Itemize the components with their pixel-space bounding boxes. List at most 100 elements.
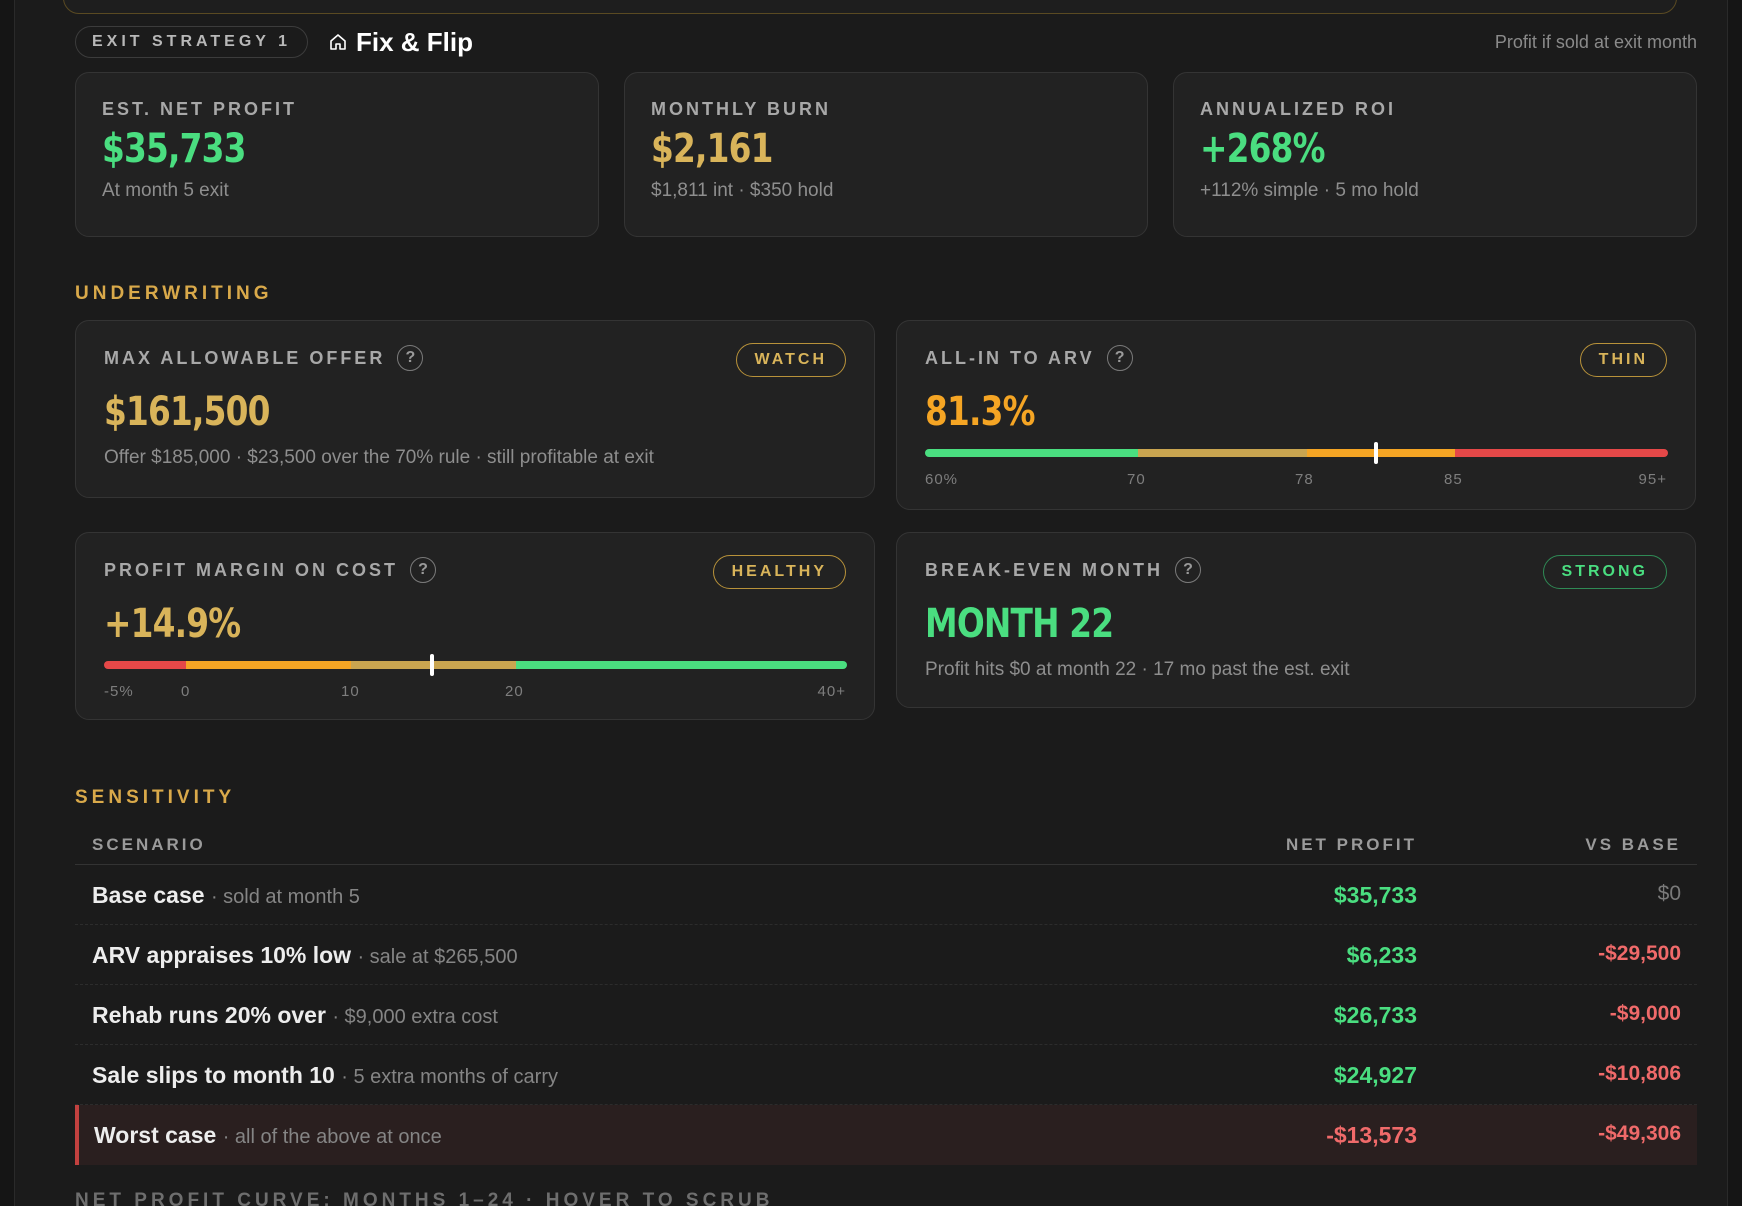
scenario-desc: · all of the above at once bbox=[222, 1126, 442, 1148]
scenario-name: Worst case bbox=[94, 1122, 217, 1148]
card-value: MONTH 22 bbox=[925, 601, 1114, 647]
net-profit-curve-label: NET PROFIT CURVE: MONTHS 1–24 · HOVER TO… bbox=[75, 1190, 774, 1206]
card-label: PROFIT MARGIN ON COST bbox=[104, 559, 398, 580]
card-value: $161,500 bbox=[104, 389, 270, 435]
table-header: SCENARIO NET PROFIT VS BASE bbox=[75, 823, 1697, 865]
card-sub: Offer $185,000 · $23,500 over the 70% ru… bbox=[104, 447, 654, 468]
scenario-name: ARV appraises 10% low bbox=[92, 942, 352, 968]
scenario-cell: Base case · sold at month 5 bbox=[92, 882, 360, 909]
card-sub: Profit hits $0 at month 22 · 17 mo past … bbox=[925, 659, 1350, 680]
gauge-ticks: 60% 70 78 85 95+ bbox=[925, 471, 1667, 491]
help-icon[interactable]: ? bbox=[397, 345, 424, 371]
gauge-segment bbox=[516, 661, 847, 669]
gauge-tick: 70 bbox=[1127, 471, 1146, 488]
exit-strategy-header: EXIT STRATEGY 1 Fix & Flip Profit if sol… bbox=[75, 26, 1697, 60]
gauge-tick: 60% bbox=[925, 471, 959, 488]
scenario-desc: · sale at $265,500 bbox=[357, 946, 518, 968]
gauge-ticks: -5% 0 10 20 40+ bbox=[104, 683, 846, 703]
help-icon[interactable]: ? bbox=[410, 557, 436, 583]
vs-base-cell: -$10,806 bbox=[1598, 1062, 1681, 1085]
stat-label: ANNUALIZED ROI bbox=[1200, 99, 1396, 119]
card-header: MAX ALLOWABLE OFFER ? bbox=[104, 345, 846, 371]
vs-base-cell: $0 bbox=[1657, 882, 1681, 905]
margin-gauge bbox=[104, 654, 847, 676]
gauge-tick: 95+ bbox=[1638, 471, 1667, 488]
help-icon[interactable]: ? bbox=[1106, 345, 1133, 371]
sensitivity-title: SENSITIVITY bbox=[75, 787, 236, 808]
vs-base-cell: -$29,500 bbox=[1598, 942, 1681, 965]
card-value: +14.9% bbox=[104, 601, 241, 647]
scenario-desc: · $9,000 extra cost bbox=[332, 1006, 498, 1028]
all-in-gauge bbox=[925, 442, 1668, 464]
card-label: MAX ALLOWABLE OFFER bbox=[104, 347, 386, 368]
scenario-name: Sale slips to month 10 bbox=[92, 1062, 335, 1088]
gauge-marker bbox=[1374, 442, 1378, 464]
status-badge: STRONG bbox=[1542, 555, 1667, 589]
column-header-vs-base: VS BASE bbox=[1585, 835, 1681, 854]
stat-label: EST. NET PROFIT bbox=[102, 99, 298, 119]
gauge-segment bbox=[1138, 449, 1307, 457]
net-profit-cell: -$13,573 bbox=[1326, 1122, 1417, 1148]
net-profit-cell: $24,927 bbox=[1333, 1062, 1417, 1088]
card-header: BREAK-EVEN MONTH ? bbox=[925, 557, 1667, 583]
gauge-segment bbox=[186, 661, 351, 669]
card-header: PROFIT MARGIN ON COST ? bbox=[104, 557, 846, 583]
card-value: 81.3% bbox=[925, 389, 1036, 435]
card-break-even-month: BREAK-EVEN MONTH ? STRONG MONTH 22 Profi… bbox=[896, 532, 1696, 708]
table-row[interactable]: Sale slips to month 10 · 5 extra months … bbox=[75, 1045, 1697, 1105]
vs-base-cell: -$49,306 bbox=[1598, 1122, 1681, 1145]
stat-card-monthly-burn: MONTHLY BURN $2,161 $1,811 int · $350 ho… bbox=[624, 72, 1148, 237]
scenario-cell: Worst case · all of the above at once bbox=[94, 1122, 442, 1149]
column-header-scenario: SCENARIO bbox=[92, 835, 206, 854]
scenario-cell: Rehab runs 20% over · $9,000 extra cost bbox=[92, 1002, 498, 1029]
card-all-in-to-arv: ALL-IN TO ARV ? THIN 81.3% 60% 70 78 85 … bbox=[896, 320, 1696, 510]
stat-sub: At month 5 exit bbox=[102, 180, 229, 201]
exit-strategy-note: Profit if sold at exit month bbox=[1494, 32, 1697, 52]
app-frame: EXIT STRATEGY 1 Fix & Flip Profit if sol… bbox=[14, 0, 1728, 1206]
card-profit-margin: PROFIT MARGIN ON COST ? HEALTHY +14.9% -… bbox=[75, 532, 875, 720]
gauge-tick: 85 bbox=[1444, 471, 1463, 488]
status-badge: WATCH bbox=[735, 343, 846, 377]
sensitivity-table: SCENARIO NET PROFIT VS BASE Base case · … bbox=[75, 823, 1697, 1165]
gauge-marker bbox=[430, 654, 434, 676]
table-row[interactable]: Rehab runs 20% over · $9,000 extra cost … bbox=[75, 985, 1697, 1045]
gauge-segment bbox=[104, 661, 186, 669]
status-badge: THIN bbox=[1579, 343, 1667, 377]
card-label: ALL-IN TO ARV bbox=[925, 347, 1095, 368]
gauge-segment bbox=[925, 449, 1138, 457]
gauge-tick: 40+ bbox=[817, 683, 846, 700]
table-row[interactable]: Base case · sold at month 5 $35,733 $0 bbox=[75, 865, 1697, 925]
card-label: BREAK-EVEN MONTH bbox=[925, 559, 1164, 580]
exit-strategy-title: Fix & Flip bbox=[328, 26, 473, 58]
net-profit-cell: $35,733 bbox=[1333, 882, 1417, 908]
gauge-tick: -5% bbox=[104, 683, 134, 700]
stat-label: MONTHLY BURN bbox=[651, 99, 832, 119]
top-input-bar[interactable] bbox=[63, 0, 1677, 14]
stat-value: +268% bbox=[1200, 126, 1326, 172]
net-profit-cell: $6,233 bbox=[1346, 942, 1417, 968]
card-max-allowable-offer: MAX ALLOWABLE OFFER ? WATCH $161,500 Off… bbox=[75, 320, 875, 498]
scenario-cell: ARV appraises 10% low · sale at $265,500 bbox=[92, 942, 518, 969]
net-profit-cell: $26,733 bbox=[1333, 1002, 1417, 1028]
table-row-worst-case[interactable]: Worst case · all of the above at once -$… bbox=[75, 1105, 1697, 1165]
underwriting-title: UNDERWRITING bbox=[75, 283, 273, 304]
exit-strategy-name: Fix & Flip bbox=[356, 26, 473, 57]
scenario-name: Base case bbox=[92, 882, 205, 908]
gauge-segment bbox=[1455, 449, 1668, 457]
gauge-tick: 10 bbox=[341, 683, 360, 700]
stat-value: $2,161 bbox=[651, 126, 773, 172]
column-header-net-profit: NET PROFIT bbox=[1285, 835, 1417, 854]
stat-sub: +112% simple · 5 mo hold bbox=[1200, 180, 1419, 201]
stat-card-net-profit: EST. NET PROFIT $35,733 At month 5 exit bbox=[75, 72, 599, 237]
exit-strategy-pill[interactable]: EXIT STRATEGY 1 bbox=[75, 26, 308, 58]
vs-base-cell: -$9,000 bbox=[1609, 1002, 1681, 1025]
scenario-name: Rehab runs 20% over bbox=[92, 1002, 326, 1028]
table-row[interactable]: ARV appraises 10% low · sale at $265,500… bbox=[75, 925, 1697, 985]
status-badge: HEALTHY bbox=[712, 555, 846, 589]
scenario-desc: · sold at month 5 bbox=[210, 886, 360, 908]
scenario-cell: Sale slips to month 10 · 5 extra months … bbox=[92, 1062, 558, 1089]
stat-card-annualized-roi: ANNUALIZED ROI +268% +112% simple · 5 mo… bbox=[1173, 72, 1697, 237]
gauge-tick: 0 bbox=[181, 683, 191, 700]
help-icon[interactable]: ? bbox=[1175, 557, 1202, 583]
house-icon bbox=[330, 34, 346, 50]
